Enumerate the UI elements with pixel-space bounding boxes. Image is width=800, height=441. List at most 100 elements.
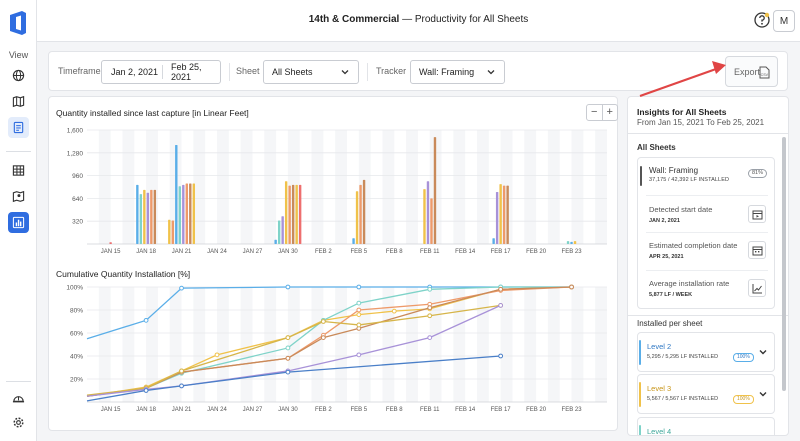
stat-label: Detected start date <box>649 205 713 214</box>
nav-map-pin[interactable] <box>8 186 29 207</box>
stat-value: 5,877 LF / WEEK <box>649 292 693 298</box>
end-date[interactable]: Feb 25, 2021 <box>171 62 202 82</box>
nav-productivity[interactable] <box>8 212 29 233</box>
y-tick-label: 1,280 <box>67 150 84 157</box>
chevron-down-icon[interactable] <box>758 347 768 357</box>
row-divider <box>646 232 768 233</box>
zoom-out-button[interactable]: − <box>587 105 603 120</box>
chevron-down-icon <box>341 70 349 75</box>
sheet-card-level-2[interactable]: Level 2 5,295 / 5,295 LF INSTALLED 100% <box>637 332 775 372</box>
globe-icon <box>12 69 25 82</box>
grid-stripe <box>595 130 607 244</box>
date-range-picker[interactable]: Jan 2, 2021 Feb 25, 2021 <box>101 60 221 84</box>
x-tick-label: FEB 17 <box>491 249 512 255</box>
level-color-bar <box>639 382 641 407</box>
nav-settings[interactable] <box>8 412 29 433</box>
chevron-down-icon <box>487 70 495 75</box>
x-tick-label: JAN 27 <box>243 407 263 413</box>
grid-stripe <box>382 287 395 402</box>
bar <box>153 189 157 244</box>
data-point <box>498 303 504 308</box>
grid-stripe <box>122 287 135 402</box>
divider <box>628 315 788 316</box>
bar <box>291 184 295 244</box>
level-color-bar <box>639 340 641 365</box>
zoom-in-button[interactable]: + <box>606 106 613 118</box>
stat-label: Average installation rate <box>649 279 730 288</box>
bar <box>566 241 570 244</box>
export-csv-button[interactable]: Export CSV <box>725 56 778 87</box>
level-percent-badge: 100% <box>733 395 754 404</box>
bar <box>362 179 366 244</box>
level-name: Level 3 <box>647 384 672 393</box>
bar <box>430 198 433 244</box>
bar <box>109 242 112 244</box>
grid-stripe <box>358 287 371 402</box>
nav-document[interactable] <box>8 117 29 138</box>
csv-file-icon: CSV <box>759 66 770 79</box>
grid-stripe <box>146 130 158 244</box>
grid-stripe <box>453 287 466 402</box>
divider <box>628 133 788 134</box>
x-tick-label: JAN 18 <box>136 249 156 255</box>
sidebar-divider-bottom <box>6 381 31 382</box>
x-tick-label: FEB 5 <box>350 249 367 255</box>
bar <box>146 192 150 244</box>
date-divider <box>162 65 163 79</box>
grid-stripe <box>146 287 158 402</box>
export-label: Export <box>734 66 761 77</box>
project-name: 14th & Commercial <box>308 14 400 25</box>
grid-stripe <box>193 287 206 402</box>
grid-stripe <box>406 130 418 244</box>
view-label: View <box>8 50 29 60</box>
sheet-card-level-4[interactable]: Level 4 <box>637 417 775 435</box>
stat-label: Estimated completion date <box>649 241 738 250</box>
nav-safety[interactable] <box>8 388 29 409</box>
bar <box>175 144 178 244</box>
start-date[interactable]: Jan 2, 2021 <box>111 67 159 77</box>
charts-panel: Quantity installed since last capture [i… <box>48 96 618 431</box>
nav-table[interactable] <box>8 160 29 181</box>
x-tick-label: FEB 8 <box>386 407 403 413</box>
x-tick-label: FEB 8 <box>386 249 403 255</box>
nav-globe[interactable] <box>8 65 29 86</box>
data-point <box>391 308 397 314</box>
bar <box>506 185 509 244</box>
bar <box>139 194 143 244</box>
calendar-start-icon <box>748 205 766 223</box>
x-tick-label: FEB 11 <box>420 407 440 413</box>
tracker-select[interactable]: Wall: Framing <box>410 60 505 84</box>
sheet-card-level-3[interactable]: Level 3 5,567 / 5,567 LF INSTALLED 100% <box>637 374 775 414</box>
level-color-bar <box>639 425 641 435</box>
page-title: 14th & Commercial — Productivity for All… <box>37 14 800 25</box>
y-tick-label: 20% <box>70 377 83 384</box>
x-tick-label: JAN 30 <box>278 249 298 255</box>
bar <box>168 219 171 244</box>
tracker-row[interactable]: Wall: Framing 37,175 / 42,392 LF INSTALL… <box>638 158 774 194</box>
insights-scrollbar[interactable] <box>782 137 786 391</box>
data-point <box>569 284 574 290</box>
tracker-summary-card: Wall: Framing 37,175 / 42,392 LF INSTALL… <box>637 157 775 309</box>
grid-stripe <box>311 130 324 244</box>
x-tick-label: FEB 23 <box>562 249 583 255</box>
sheet-select[interactable]: All Sheets <box>263 60 359 84</box>
x-tick-label: JAN 21 <box>172 407 192 413</box>
tracker-name: Wall: Framing <box>649 166 699 175</box>
user-avatar[interactable]: M <box>773 10 795 32</box>
x-tick-label: FEB 11 <box>420 249 440 255</box>
grid-stripe <box>429 287 442 402</box>
filter-bar: Timeframe Jan 2, 2021 Feb 25, 2021 Sheet… <box>48 51 788 91</box>
y-tick-label: 960 <box>72 173 83 180</box>
grid-stripe <box>335 130 347 244</box>
chevron-down-icon[interactable] <box>758 389 768 399</box>
question-circle-icon[interactable] <box>753 11 771 29</box>
app-logo-icon[interactable] <box>7 10 29 36</box>
filter-divider <box>367 63 368 81</box>
x-tick-label: FEB 14 <box>455 249 476 255</box>
x-tick-label: JAN 24 <box>207 407 227 413</box>
data-point <box>427 305 433 311</box>
bar <box>573 241 577 244</box>
bar <box>499 184 502 244</box>
nav-map[interactable] <box>8 91 29 112</box>
insights-date-range: From Jan 15, 2021 To Feb 25, 2021 <box>637 118 765 127</box>
